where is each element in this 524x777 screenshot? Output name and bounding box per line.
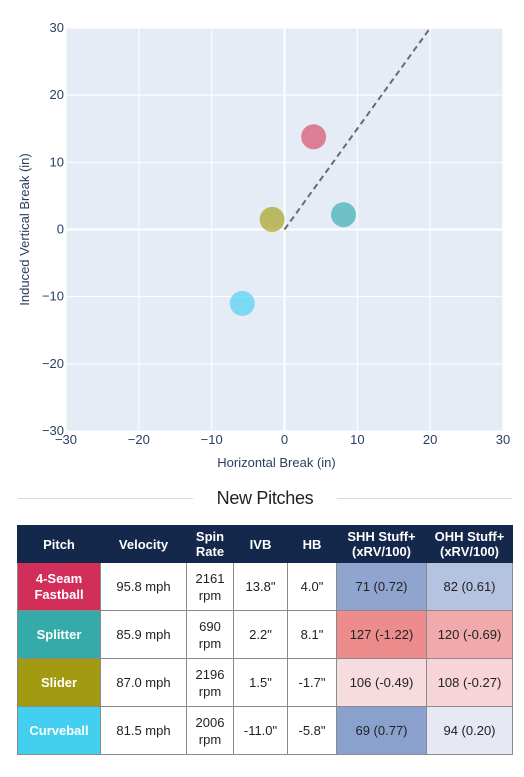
header-hb: HB [287, 525, 337, 563]
hb-cell: 8.1" [287, 610, 337, 659]
velocity-cell: 95.8 mph [100, 562, 187, 611]
spin-unit: rpm [198, 635, 222, 651]
pitch-name-line1: Curveball [29, 722, 89, 738]
table-row: Splitter 85.9 mph 690 rpm 2.2" 8.1" 127 (… [17, 610, 513, 659]
y-tick-label: −20 [42, 356, 64, 371]
header-ohh-stuff: OHH Stuff+ (xRV/100) [426, 525, 513, 563]
spin-rate-cell: 2161 rpm [186, 562, 234, 611]
y-tick-label: 0 [57, 222, 64, 237]
table-row: Slider 87.0 mph 2196 rpm 1.5" -1.7" 106 (… [17, 658, 513, 707]
spin-rate-cell: 2006 rpm [186, 706, 234, 755]
data-point [259, 206, 285, 232]
hb-cell: -1.7" [287, 658, 337, 707]
ivb-cell: -11.0" [233, 706, 288, 755]
pitch-name-line2: Fastball [34, 586, 84, 602]
shh-stuff-cell: 71 (0.72) [336, 562, 427, 611]
spin-value: 2006 [195, 714, 225, 730]
pitch-name-line1: 4-Seam [35, 570, 83, 586]
spin-unit: rpm [198, 731, 222, 747]
pitch-name-cell: Slider [17, 658, 101, 707]
header-spin-rate: Spin Rate [186, 525, 234, 563]
table-row: 4-Seam Fastball 95.8 mph 2161 rpm 13.8" 4.… [17, 562, 513, 611]
spin-unit: rpm [198, 587, 222, 603]
x-tick-label: 0 [281, 432, 288, 447]
data-point [229, 290, 255, 316]
pitch-name-line1: Splitter [36, 626, 82, 642]
pitch-name-cell: 4-Seam Fastball [17, 562, 101, 611]
hb-cell: -5.8" [287, 706, 337, 755]
ohh-stuff-cell: 120 (-0.69) [426, 610, 513, 659]
header-shh-line2: (xRV/100) [351, 544, 411, 559]
y-tick-label: −30 [42, 423, 64, 438]
section-rule-right [337, 497, 512, 499]
header-shh-stuff: SHH Stuff+ (xRV/100) [336, 525, 427, 563]
reference-line [283, 27, 431, 231]
y-tick-label: −10 [42, 289, 64, 304]
velocity-cell: 81.5 mph [100, 706, 187, 755]
table-row: Curveball 81.5 mph 2006 rpm -11.0" -5.8" … [17, 706, 513, 755]
chart-canvas: −30 −20 −10 0 10 20 30 −30 −20 −10 0 10 20 30 Horizont… [17, 20, 510, 470]
header-spin-line1: Spin [195, 529, 225, 544]
ivb-cell: 2.2" [233, 610, 288, 659]
spin-value: 2161 [195, 570, 225, 586]
data-point [301, 124, 327, 150]
section-title: New Pitches [216, 487, 314, 508]
ivb-cell: 1.5" [233, 658, 288, 707]
table-header-row: Pitch Velocity Spin Rate IVB HB SHH Stuff… [17, 525, 513, 563]
x-tick-label: 10 [350, 432, 364, 447]
ohh-stuff-cell: 108 (-0.27) [426, 658, 513, 707]
pitch-name-cell: Splitter [17, 610, 101, 659]
velocity-cell: 87.0 mph [100, 658, 187, 707]
shh-stuff-cell: 127 (-1.22) [336, 610, 427, 659]
ohh-stuff-cell: 82 (0.61) [426, 562, 513, 611]
header-ivb: IVB [233, 525, 288, 563]
header-ohh-line2: (xRV/100) [439, 544, 499, 559]
shh-stuff-cell: 69 (0.77) [336, 706, 427, 755]
section-rule-left [18, 497, 193, 499]
pitch-table: Pitch Velocity Spin Rate IVB HB SHH Stuff… [17, 525, 513, 755]
spin-value: 690 [199, 618, 221, 634]
y-tick-label: 20 [50, 87, 64, 102]
x-tick-label: 30 [496, 432, 510, 447]
hb-cell: 4.0" [287, 562, 337, 611]
velocity-cell: 85.9 mph [100, 610, 187, 659]
spin-rate-cell: 2196 rpm [186, 658, 234, 707]
shh-stuff-cell: 106 (-0.49) [336, 658, 427, 707]
header-shh-line1: SHH Stuff+ [347, 529, 416, 544]
section-header: New Pitches [18, 484, 512, 512]
header-spin-line2: Rate [195, 544, 225, 559]
x-tick-label: −10 [201, 432, 223, 447]
header-pitch: Pitch [17, 525, 101, 563]
pitch-name-line1: Slider [40, 674, 78, 690]
pitch-name-cell: Curveball [17, 706, 101, 755]
x-axis-title: Horizontal Break (in) [217, 455, 336, 470]
x-tick-label: 20 [423, 432, 437, 447]
y-tick-label: 30 [50, 20, 64, 35]
x-tick-label: −30 [55, 432, 77, 447]
header-ohh-line1: OHH Stuff+ [434, 529, 505, 544]
spin-unit: rpm [198, 683, 222, 699]
y-tick-label: 10 [50, 154, 64, 169]
data-point [330, 202, 356, 228]
pitch-movement-chart: −30 −20 −10 0 10 20 30 −30 −20 −10 0 10 20 30 Horizont… [17, 20, 510, 470]
header-velocity: Velocity [100, 525, 187, 563]
x-tick-label: −20 [128, 432, 150, 447]
spin-value: 2196 [195, 666, 225, 682]
spin-rate-cell: 690 rpm [186, 610, 234, 659]
ivb-cell: 13.8" [233, 562, 288, 611]
ohh-stuff-cell: 94 (0.20) [426, 706, 513, 755]
y-axis-title: Induced Vertical Break (in) [17, 153, 32, 305]
